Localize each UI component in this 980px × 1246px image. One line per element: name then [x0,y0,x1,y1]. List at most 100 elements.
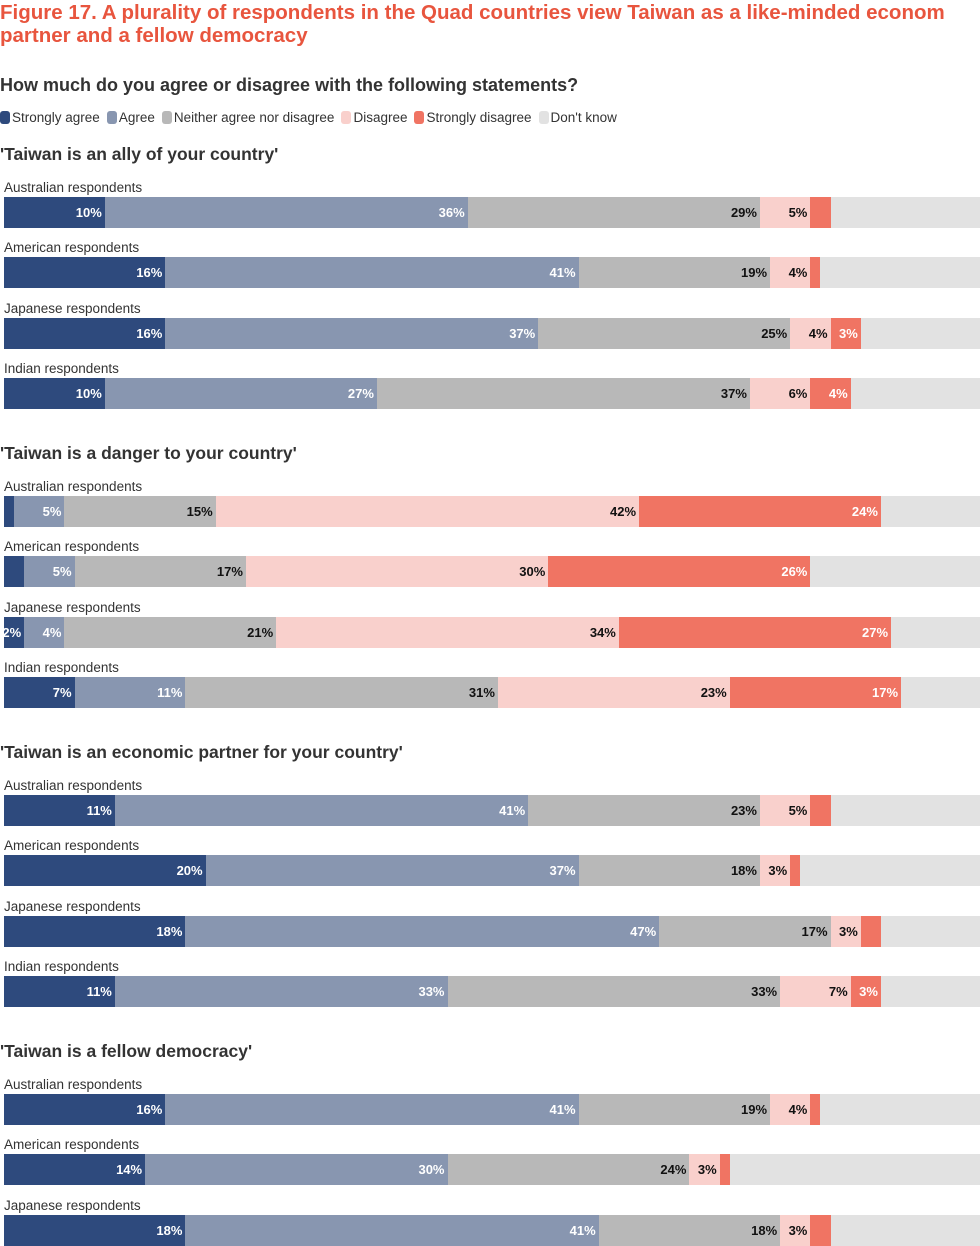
data-label: 16% [136,265,163,281]
bar-segment-agree: 37% [165,317,539,349]
legend-item: Strongly disagree [414,110,532,125]
bar-segment-neither-agree-nor-disagree: 18% [578,855,760,887]
bar-segment-agree: 33% [114,975,448,1007]
bar-segment-strongly-agree: 16% [4,317,166,349]
row-label: Indian respondents [4,360,119,376]
data-label: 3% [697,1162,717,1178]
bar-segment-agree: 5% [24,556,75,588]
stacked-bar: 11% 33% 33% 7% 3% [4,975,980,1007]
bar-segment-disagree: 3% [759,855,791,887]
bar-segment-strongly-agree: 7% [4,676,75,708]
bar-segment-strongly-agree: 10% [4,377,105,409]
data-label: 17% [216,564,243,580]
bar-segment-agree: 37% [205,855,579,887]
bar-segment-neither-agree-nor-disagree: 31% [185,676,498,708]
data-label: 37% [549,863,576,879]
bar-segment-don-t-know [729,1154,980,1186]
bar-segment-neither-agree-nor-disagree: 17% [659,915,831,947]
data-label: 27% [861,624,889,640]
bar-segment-neither-agree-nor-disagree: 25% [538,317,791,349]
data-label: 41% [569,1222,596,1238]
chart-title: Figure 17. A plurality of respondents in… [0,1,980,47]
bar-segment-neither-agree-nor-disagree: 18% [598,1214,781,1246]
legend-label: Don't know [550,110,617,125]
stacked-bar: 16% 37% 25% 4% 3% [4,317,980,349]
data-label: 18% [156,1222,183,1238]
bar-segment-agree: 36% [104,197,468,228]
bar-segment-agree: 4% [24,616,65,648]
data-label: 25% [761,325,788,341]
bar-segment-strongly-agree: 18% [4,1214,186,1246]
bar-segment-don-t-know [880,496,980,527]
bar-segment-disagree: 5% [759,795,811,826]
data-label: 47% [630,923,657,939]
legend-item: Neither agree nor disagree [161,110,334,125]
bar-segment-disagree: 4% [770,1094,811,1125]
data-label: 17% [872,684,899,700]
bar-segment-strongly-disagree: 27% [618,616,892,648]
bar-segment-disagree: 23% [497,676,730,708]
bar-segment-strongly-disagree: 17% [729,676,902,708]
stacked-bar: 18% 47% 17% 3% [4,915,980,947]
data-label: 4% [42,624,62,640]
data-label: 31% [468,684,495,700]
bar-segment-don-t-know [830,1214,980,1246]
data-label: 20% [176,863,203,879]
legend: Strongly agree Agree Neither agree nor dis… [0,110,617,125]
row-label: Australian respondents [4,479,143,494]
data-label: 19% [741,1102,768,1117]
bar-segment-don-t-know [860,317,980,349]
bar-segment-disagree: 3% [689,1154,720,1186]
bar-segment-don-t-know [830,197,980,228]
bar-segment-don-t-know [850,377,980,409]
bar-segment-strongly-disagree: 4% [810,377,851,409]
bar-segment-neither-agree-nor-disagree: 37% [376,377,750,409]
bar-segment-strongly-agree: 11% [4,795,115,826]
data-label: 16% [136,1102,163,1117]
data-label: 3% [838,325,858,341]
data-label: 33% [418,983,445,999]
bar-segment-neither-agree-nor-disagree: 19% [578,1094,771,1125]
legend-swatch [414,111,425,124]
data-label: 24% [660,1162,687,1178]
stacked-bar: 2% 4% 21% 34% 27% [2,616,980,648]
bar-segment-don-t-know [891,616,980,648]
bar-segment-strongly-agree: 10% [4,197,105,228]
stacked-bar: 18% 41% 18% 3% [4,1214,980,1246]
bar-segment-strongly-agree: 2% [2,616,25,648]
bar-segment-strongly-disagree [810,257,821,289]
bar-segment-don-t-know [820,1094,980,1125]
bar-segment-strongly-disagree [810,1094,821,1125]
bar-segment-strongly-disagree [719,1154,730,1186]
chart-subtitle: How much do you agree or disagree with t… [0,75,579,95]
bar-segment-strongly-disagree [810,1214,831,1246]
bar-segment-strongly-agree: 18% [4,915,186,947]
data-label: 34% [589,624,616,640]
data-label: 4% [788,1102,808,1117]
bar-segment-strongly-disagree: 3% [830,317,861,349]
legend-swatch [538,111,549,124]
legend-swatch [161,111,172,124]
bar-segment-neither-agree-nor-disagree: 33% [447,975,781,1007]
data-label: 10% [75,205,102,220]
data-label: 4% [788,265,808,281]
data-label: 27% [347,385,374,401]
bar-segment-don-t-know [820,257,980,289]
row-label: Australian respondents [4,180,143,195]
bar-segment-neither-agree-nor-disagree: 24% [447,1154,690,1186]
data-label: 3% [859,983,878,999]
data-label: 11% [86,983,112,999]
title-line-2: partner and a fellow democracy [0,24,308,47]
bar-segment-don-t-know [901,676,980,708]
data-label: 24% [851,504,878,519]
bar-segment-agree: 41% [165,1094,579,1125]
bar-segment-neither-agree-nor-disagree: 23% [528,795,760,826]
data-label: 41% [549,265,576,281]
row-label: American respondents [4,539,140,555]
row-label: Indian respondents [4,659,119,675]
data-label: 41% [499,803,526,818]
bar-segment-strongly-agree: 20% [4,855,206,887]
stacked-bar: 16% 41% 19% 4% [4,257,980,289]
bar-segment-agree: 41% [165,257,579,289]
data-label: 3% [788,1222,808,1238]
